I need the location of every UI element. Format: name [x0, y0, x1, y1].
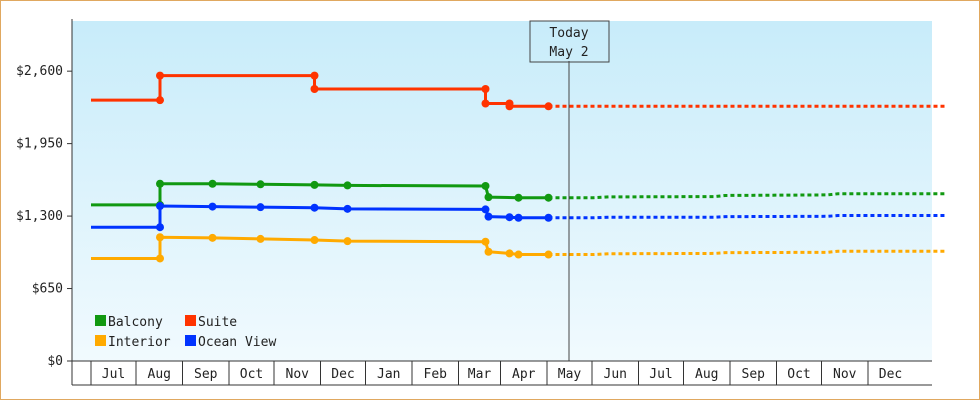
today-label: Today — [549, 26, 588, 41]
month-label: Nov — [286, 367, 310, 382]
month-label: Nov — [833, 367, 857, 382]
suite-point — [156, 71, 164, 80]
y-tick-label: $650 — [32, 282, 63, 297]
balcony-legend-swatch — [95, 315, 106, 326]
month-label: Jul — [649, 367, 672, 382]
plot-area — [72, 21, 932, 361]
balcony-point — [514, 193, 523, 202]
suite-point — [310, 71, 319, 80]
ocean-view-point — [156, 202, 164, 211]
axes — [71, 19, 932, 386]
month-label: Aug — [148, 367, 171, 382]
interior-point — [156, 233, 164, 242]
ocean-view-point — [505, 213, 514, 222]
suite-legend-label: Suite — [198, 315, 237, 330]
today-box — [529, 20, 610, 63]
balcony-point — [310, 180, 319, 189]
month-label: Jun — [604, 367, 627, 382]
forecast-lines — [548, 104, 946, 257]
month-label: Jan — [377, 367, 400, 382]
ocean-view-forecast-line — [548, 214, 946, 220]
today-marker: Today May 2 — [529, 20, 610, 361]
balcony-point — [484, 193, 493, 202]
ocean-view-point — [310, 203, 319, 212]
interior-point — [310, 236, 319, 245]
balcony-point — [544, 193, 553, 202]
interior-point — [256, 234, 265, 243]
month-label: Dec — [879, 367, 902, 382]
suite-point — [156, 96, 164, 105]
legend: Balcony Suite Interior Ocean View — [95, 315, 276, 350]
month-label: Mar — [468, 367, 492, 382]
interior-legend-swatch — [95, 335, 106, 346]
interior-point — [481, 237, 490, 246]
ocean-view-point — [208, 202, 217, 211]
suite-point — [481, 85, 490, 93]
interior-point — [514, 250, 523, 259]
interior-point — [505, 249, 514, 258]
ocean-view-point — [481, 205, 490, 214]
balcony-point — [481, 181, 490, 190]
suite-point — [544, 102, 553, 111]
balcony-point — [256, 180, 265, 189]
month-label: Oct — [240, 367, 263, 382]
balcony-legend-label: Balcony — [108, 315, 163, 330]
ocean-view-point — [256, 203, 265, 212]
balcony-point — [343, 181, 352, 190]
suite-point — [505, 102, 514, 111]
month-axis: Jul Aug Sep Oct Nov Dec Jan Feb Mar Apr May Jun Jul A… — [90, 361, 902, 385]
month-label: Apr — [512, 367, 536, 382]
interior-point — [343, 237, 352, 246]
ocean-view-point — [514, 213, 523, 222]
ocean-view-point — [544, 213, 553, 222]
y-ticks: $0 $650 $1,300 $1,950 $2,600 — [16, 64, 72, 369]
interior-point — [484, 247, 493, 256]
ocean-view-legend-label: Ocean View — [198, 335, 276, 350]
interior-point — [208, 233, 217, 242]
y-tick-label: $2,600 — [16, 64, 63, 79]
month-label: Dec — [331, 367, 354, 382]
balcony-point — [156, 179, 164, 188]
ocean-view-legend-swatch — [185, 335, 196, 346]
y-tick-label: $0 — [47, 354, 63, 369]
balcony-point — [208, 179, 217, 188]
today-date: May 2 — [549, 45, 588, 60]
month-label: Jul — [102, 367, 125, 382]
month-label: May — [558, 367, 582, 382]
ocean-view-point — [484, 212, 493, 221]
suite-point — [481, 99, 490, 108]
ocean-view-point — [343, 204, 352, 213]
suite-legend-swatch — [185, 315, 196, 326]
month-label: Oct — [787, 367, 810, 382]
month-label: Sep — [194, 367, 218, 382]
ocean-view-point — [156, 223, 164, 232]
month-label: Sep — [742, 367, 766, 382]
actual-lines — [91, 71, 553, 263]
month-label: Feb — [424, 367, 448, 382]
interior-forecast-line — [548, 249, 946, 257]
interior-legend-label: Interior — [108, 335, 171, 350]
interior-point — [544, 250, 553, 259]
month-label: Aug — [695, 367, 718, 382]
suite-point — [310, 85, 319, 93]
balcony-forecast-line — [548, 192, 946, 200]
y-tick-label: $1,300 — [16, 209, 63, 224]
interior-point — [156, 254, 164, 263]
y-tick-label: $1,950 — [16, 137, 63, 152]
